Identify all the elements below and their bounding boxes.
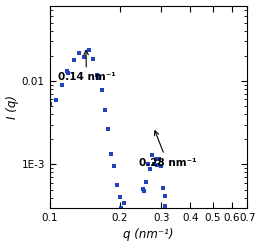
Y-axis label: I (q): I (q) — [5, 95, 19, 119]
Text: 0.14 nm⁻¹: 0.14 nm⁻¹ — [57, 50, 115, 82]
X-axis label: q (nm⁻¹): q (nm⁻¹) — [123, 228, 174, 242]
Text: 0.28 nm⁻¹: 0.28 nm⁻¹ — [139, 131, 196, 168]
